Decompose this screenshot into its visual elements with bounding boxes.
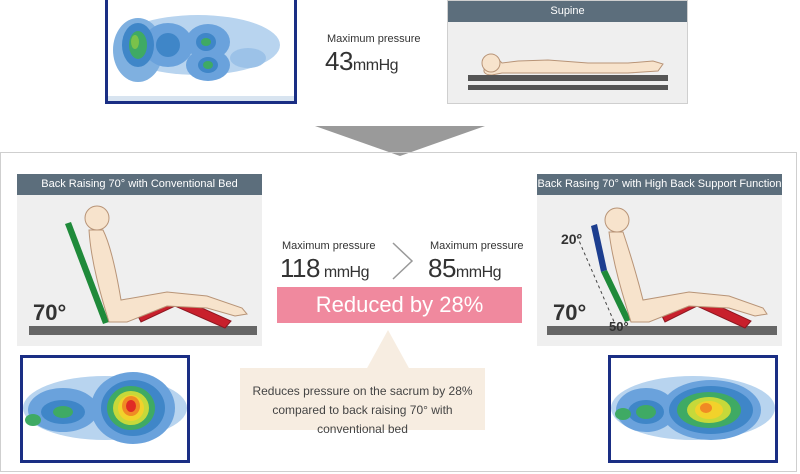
down-arrow-icon [315,126,485,156]
comparison-frame [0,152,797,472]
high-back-upper-angle: 20° [561,231,583,247]
high-back-pressure-number: 85 [428,253,456,283]
supine-illustration [468,53,668,90]
conventional-pressure-label: Maximum pressure [282,240,376,252]
conventional-panel-title: Back Raising 70° with Conventional Bed [17,174,262,195]
conventional-pressure-unit: mmHg [319,264,370,281]
supine-pressure-map [105,0,297,104]
high-back-panel-title: Back Rasing 70° with High Back Support F… [537,174,782,195]
high-back-pressure-map-graphic [611,376,775,440]
conventional-pressure-number: 118 [280,253,320,283]
conventional-pressure-value: 118 mmHg [280,253,370,284]
supine-pressure-unit: mmHg [352,57,399,74]
high-back-pressure-label: Maximum pressure [430,240,524,252]
conventional-pressure-map [20,355,190,463]
supine-pressure-map-graphic [108,15,294,101]
high-back-illustration [547,207,777,335]
high-back-panel: Back Rasing 70° with High Back Support F… [537,174,782,346]
callout-line-1: Reduces pressure on the sacrum by 28% [252,384,473,398]
supine-pressure-number: 43 [325,46,353,76]
chevron-right-icon [392,242,414,280]
callout-box [240,330,485,430]
callout-text: Reduces pressure on the sacrum by 28% co… [240,382,485,439]
conventional-panel: Back Raising 70° with Conventional Bed 7… [17,174,262,346]
reduction-banner: Reduced by 28% [277,287,522,323]
supine-pressure-value: 43mmHg [325,46,399,77]
conventional-pressure-map-graphic [23,372,187,444]
conventional-illustration [29,205,257,335]
conventional-angle-label: 70° [33,300,67,325]
high-back-pressure-map [608,355,778,463]
high-back-lower-angle: 50° [609,319,629,334]
supine-panel-title: Supine [448,1,687,22]
high-back-pressure-value: 85mmHg [428,253,502,284]
high-back-angle-label: 70° [553,300,587,325]
supine-panel: Supine [447,0,688,104]
supine-pressure-label: Maximum pressure [327,33,421,45]
high-back-pressure-unit: mmHg [455,264,502,281]
callout-line-2: compared to back raising 70° with conven… [272,403,453,436]
